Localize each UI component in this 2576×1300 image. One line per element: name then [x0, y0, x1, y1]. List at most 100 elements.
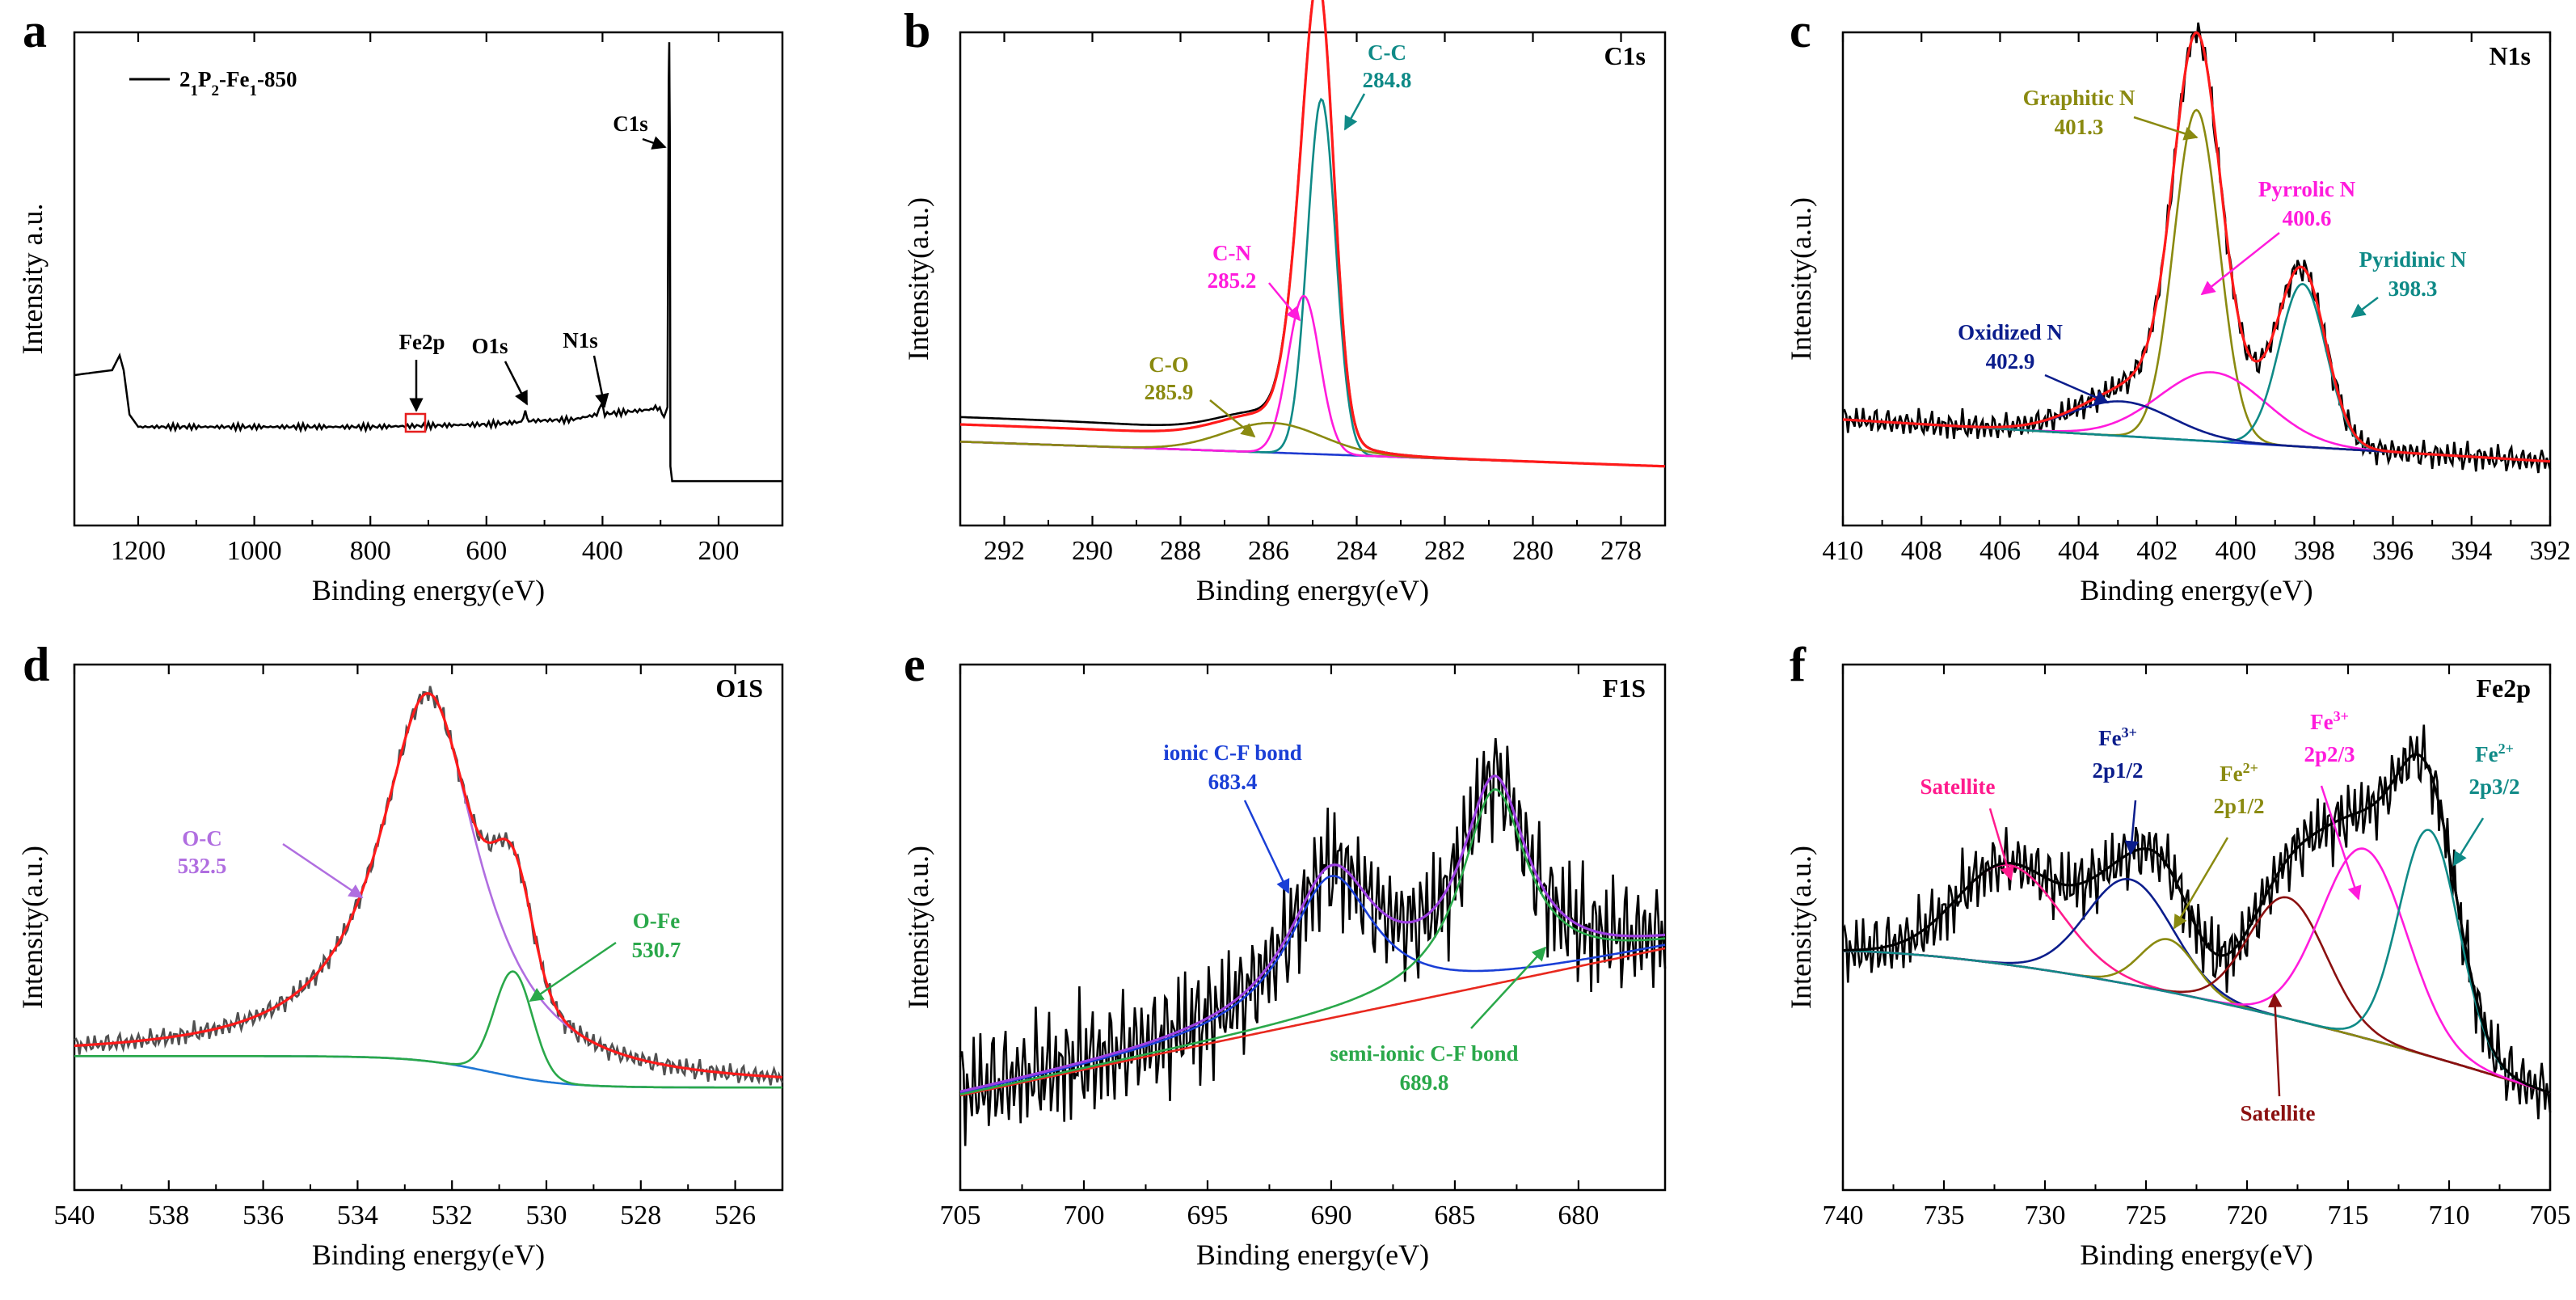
peak-label: Pyrrolic N [2258, 177, 2356, 201]
x-tick-label: 700 [1063, 1201, 1104, 1230]
panel-e: 705 700 695 690 685 680 Binding energy(eV) Inte… [902, 638, 1667, 1271]
legend-label: 21P2-Fe1-850 [179, 67, 297, 99]
panel-title: C1s [1604, 41, 1646, 70]
annotation-arrow [592, 355, 609, 408]
background-line [959, 947, 1666, 1097]
x-tick-label: 800 [350, 536, 391, 566]
axes-frame [1841, 31, 2552, 527]
annotation-arrow [1470, 946, 1547, 1029]
x-tick-label: 526 [715, 1201, 756, 1230]
raw-data-line [74, 686, 784, 1086]
x-axis-label: Binding energy(eV) [2080, 1239, 2312, 1271]
x-tick-label: 290 [1072, 536, 1113, 566]
x-tick-label: 402 [2136, 536, 2178, 566]
fit-peak-fe2-2p1-2 [1843, 938, 2551, 1095]
legend-label-part: 1 [249, 82, 257, 99]
peak-label: 2p3/2 [2468, 775, 2519, 799]
peak-label: C-C [1368, 40, 1406, 65]
background-line [1843, 950, 2551, 1095]
peak-label: 2p1/2 [2213, 794, 2264, 818]
series-line [74, 42, 782, 483]
x-tick-label: 1200 [111, 536, 166, 566]
fit-peak-fe2-2p3-2 [1843, 829, 2551, 1094]
x-tick-label: 292 [984, 536, 1025, 566]
annotation-arrow [2173, 837, 2229, 930]
x-axis-label: Binding energy(eV) [312, 1239, 545, 1271]
fit-peak-o-c [74, 692, 783, 1078]
x-tick-label: 680 [1558, 1201, 1599, 1230]
fit-envelope [1842, 753, 2551, 1095]
peak-label: Oxidized N [1958, 320, 2063, 344]
raw-data-line [959, 737, 1667, 1146]
annotation-arrow [529, 941, 617, 1002]
x-tick-label: 715 [2328, 1201, 2369, 1230]
panel-letter: b [904, 4, 930, 57]
x-axis-label: Binding energy(eV) [2080, 574, 2312, 606]
annotation-arrow [282, 842, 364, 899]
x-tick-label: 278 [1600, 536, 1642, 566]
annotation-arrow [2268, 993, 2283, 1097]
y-axis-label: Intensity(a.u.) [902, 846, 934, 1009]
x-tick-label: 1000 [227, 536, 282, 566]
fe2p-highlight-box [404, 412, 427, 433]
ion-charge: 3+ [2334, 708, 2349, 724]
peak-label: 689.8 [1400, 1070, 1449, 1095]
annotation-arrow [2200, 232, 2280, 296]
peak-label: ionic C-F bond [1163, 741, 1302, 765]
ion-symbol: Fe [2220, 762, 2242, 786]
panel-title: F1S [1603, 673, 1646, 703]
x-tick-label: 400 [2216, 536, 2257, 566]
peak-label: O-Fe [633, 909, 680, 933]
peak-label: 285.2 [1208, 268, 1257, 293]
x-tick-label: 534 [337, 1201, 378, 1230]
x-tick-label: 710 [2429, 1201, 2470, 1230]
x-tick-label: 740 [1823, 1201, 1864, 1230]
peak-label: 530.7 [632, 938, 681, 962]
panel-f: 740 735 730 725 720 715 710 705 Binding energy(e… [1785, 638, 2571, 1271]
panel-title: N1s [2489, 41, 2531, 70]
panel-title: O1S [715, 673, 763, 703]
annotation-arrow [2320, 785, 2362, 901]
x-tick-label: 695 [1187, 1201, 1228, 1230]
x-tick-label: 284 [1336, 536, 1377, 566]
x-axis-label: Binding energy(eV) [312, 574, 545, 606]
panel-c: 410 408 406 404 402 400 398 396 394 392 Binding en… [1785, 4, 2571, 606]
legend-label-part: P [198, 67, 212, 91]
ion-charge: 2+ [2243, 760, 2258, 776]
peak-annotation: N1s [563, 328, 598, 352]
y-axis-label: Intensity(a.u.) [902, 197, 934, 361]
x-tick-label: 400 [582, 536, 623, 566]
y-axis-label: Intensity(a.u.) [16, 846, 48, 1009]
peak-label: 2p2/3 [2304, 742, 2355, 766]
fit-envelope [959, 0, 1666, 468]
panel-letter: f [1790, 638, 1807, 691]
peak-label: 401.3 [2055, 115, 2104, 139]
fit-envelope [74, 692, 783, 1079]
peak-label: 532.5 [178, 854, 227, 878]
x-tick-label: 280 [1512, 536, 1554, 566]
peak-label: Fe3+ [2310, 708, 2349, 734]
y-axis-label: Intensity a.u. [16, 204, 48, 355]
legend-label-part: 2 [179, 67, 191, 91]
panel-letter: e [904, 638, 925, 691]
x-tick-label: 396 [2372, 536, 2414, 566]
panel-letter: a [23, 4, 47, 57]
peak-label: 285.9 [1145, 380, 1194, 404]
peak-label: C-O [1149, 352, 1189, 377]
panel-b: 292 290 288 286 284 282 280 278 Binding energy(e… [902, 0, 1667, 606]
x-tick-label: 735 [1924, 1201, 1965, 1230]
x-tick-label: 200 [698, 536, 740, 566]
peak-label: C-N [1212, 241, 1251, 265]
legend-label-part: -Fe [219, 67, 249, 91]
peak-annotation: O1s [471, 334, 508, 358]
peak-annotation: C1s [613, 112, 648, 136]
x-tick-label: 538 [148, 1201, 189, 1230]
x-tick-label: 536 [242, 1201, 284, 1230]
peak-label: semi-ionic C-F bond [1330, 1041, 1518, 1066]
panel-title: Fe2p [2476, 673, 2531, 703]
legend-label-part: 2 [212, 82, 220, 99]
peak-label: 284.8 [1363, 68, 1412, 92]
fit-envelope [959, 775, 1666, 1093]
x-tick-label: 730 [2025, 1201, 2066, 1230]
peak-label: 400.6 [2283, 206, 2332, 230]
